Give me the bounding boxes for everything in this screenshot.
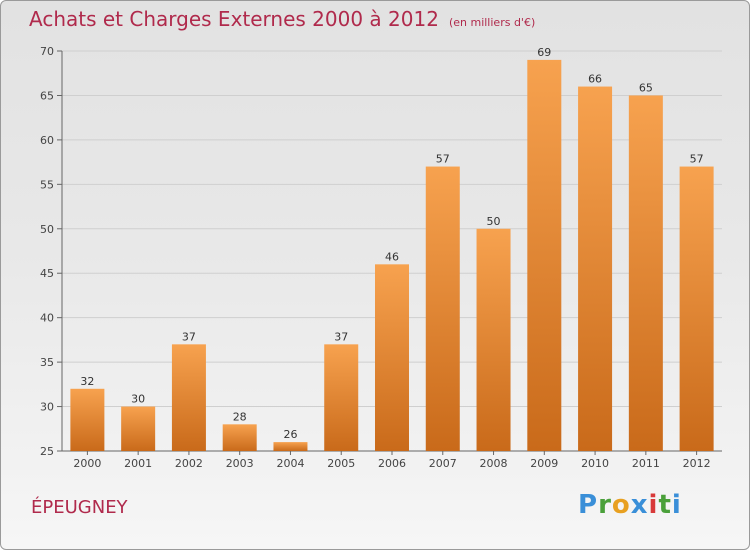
bar-2006 [375, 264, 409, 451]
logo-letter: o [611, 490, 631, 520]
logo-letter: i [671, 490, 682, 520]
x-tick-label-2010: 2010 [581, 457, 609, 470]
data-labels: 32 30 37 28 26 37 46 57 50 69 66 65 57 [80, 46, 703, 441]
bar-2009 [527, 59, 562, 452]
commune-name: ÉPEUGNEY [31, 497, 128, 518]
data-label-2010: 66 [588, 73, 602, 86]
data-label-2012: 57 [690, 153, 704, 166]
x-tick-label-2004: 2004 [276, 457, 304, 470]
x-tick-label-2003: 2003 [226, 457, 254, 470]
data-label-2009: 69 [537, 46, 551, 59]
y-tick-label: 60 [40, 134, 54, 147]
bar-2002 [171, 344, 206, 451]
x-tick-label-2011: 2011 [632, 457, 660, 470]
y-tick-label: 65 [40, 89, 54, 102]
y-tick-label: 45 [40, 267, 54, 280]
logo-letter: t [658, 490, 672, 520]
data-label-2011: 65 [639, 81, 653, 94]
x-tick-label-2000: 2000 [73, 457, 101, 470]
y-tick-label: 40 [40, 312, 54, 325]
logo-letter: r [598, 490, 612, 520]
x-tick-label-2005: 2005 [327, 457, 355, 470]
data-label-2005: 37 [334, 330, 348, 343]
bar-2005 [324, 344, 359, 451]
x-tick-label-2006: 2006 [378, 457, 406, 470]
x-tick-label-2012: 2012 [683, 457, 711, 470]
chart-title: Achats et Charges Externes 2000 à 2012 (e… [29, 7, 535, 31]
data-label-2002: 37 [182, 330, 196, 343]
data-label-2004: 26 [283, 428, 297, 441]
x-tick-label-2008: 2008 [480, 457, 508, 470]
data-label-2007: 57 [436, 153, 450, 166]
y-tick-label: 35 [40, 356, 54, 369]
x-tick-label-2001: 2001 [124, 457, 152, 470]
data-label-2003: 28 [233, 410, 247, 423]
logo-letter: P [578, 490, 599, 520]
bar-2011 [628, 95, 663, 451]
bar-2001 [121, 406, 156, 451]
data-label-2000: 32 [80, 375, 94, 388]
y-tick-label: 25 [40, 445, 54, 458]
bars [70, 59, 714, 452]
x-tick-label-2002: 2002 [175, 457, 203, 470]
y-tick-label: 70 [40, 45, 54, 58]
y-tick-label: 30 [40, 401, 54, 414]
bar-2004 [273, 442, 308, 451]
axes: 25 30 35 40 45 50 55 60 65 70 2000 2001 2002 2003 2004… [40, 45, 722, 470]
chart-title-text: Achats et Charges Externes 2000 à 2012 [29, 7, 439, 31]
proxiti-logo: Proxiti [578, 490, 682, 520]
logo-letter: i [648, 490, 659, 520]
data-label-2008: 50 [487, 215, 501, 228]
bar-2008 [476, 228, 511, 451]
bar-2012 [679, 166, 714, 452]
data-label-2006: 46 [385, 250, 399, 263]
bar-2007 [425, 166, 460, 452]
x-tick-label-2007: 2007 [429, 457, 457, 470]
logo-letter: x [630, 490, 649, 520]
bar-2010 [578, 86, 613, 452]
x-tick-label-2009: 2009 [530, 457, 558, 470]
bar-2003 [222, 424, 257, 451]
data-label-2001: 30 [131, 393, 145, 406]
chart-unit: (en milliers d'€) [448, 16, 536, 29]
y-tick-label: 55 [40, 178, 54, 191]
bar-2000 [70, 388, 105, 451]
y-tick-label: 50 [40, 223, 54, 236]
